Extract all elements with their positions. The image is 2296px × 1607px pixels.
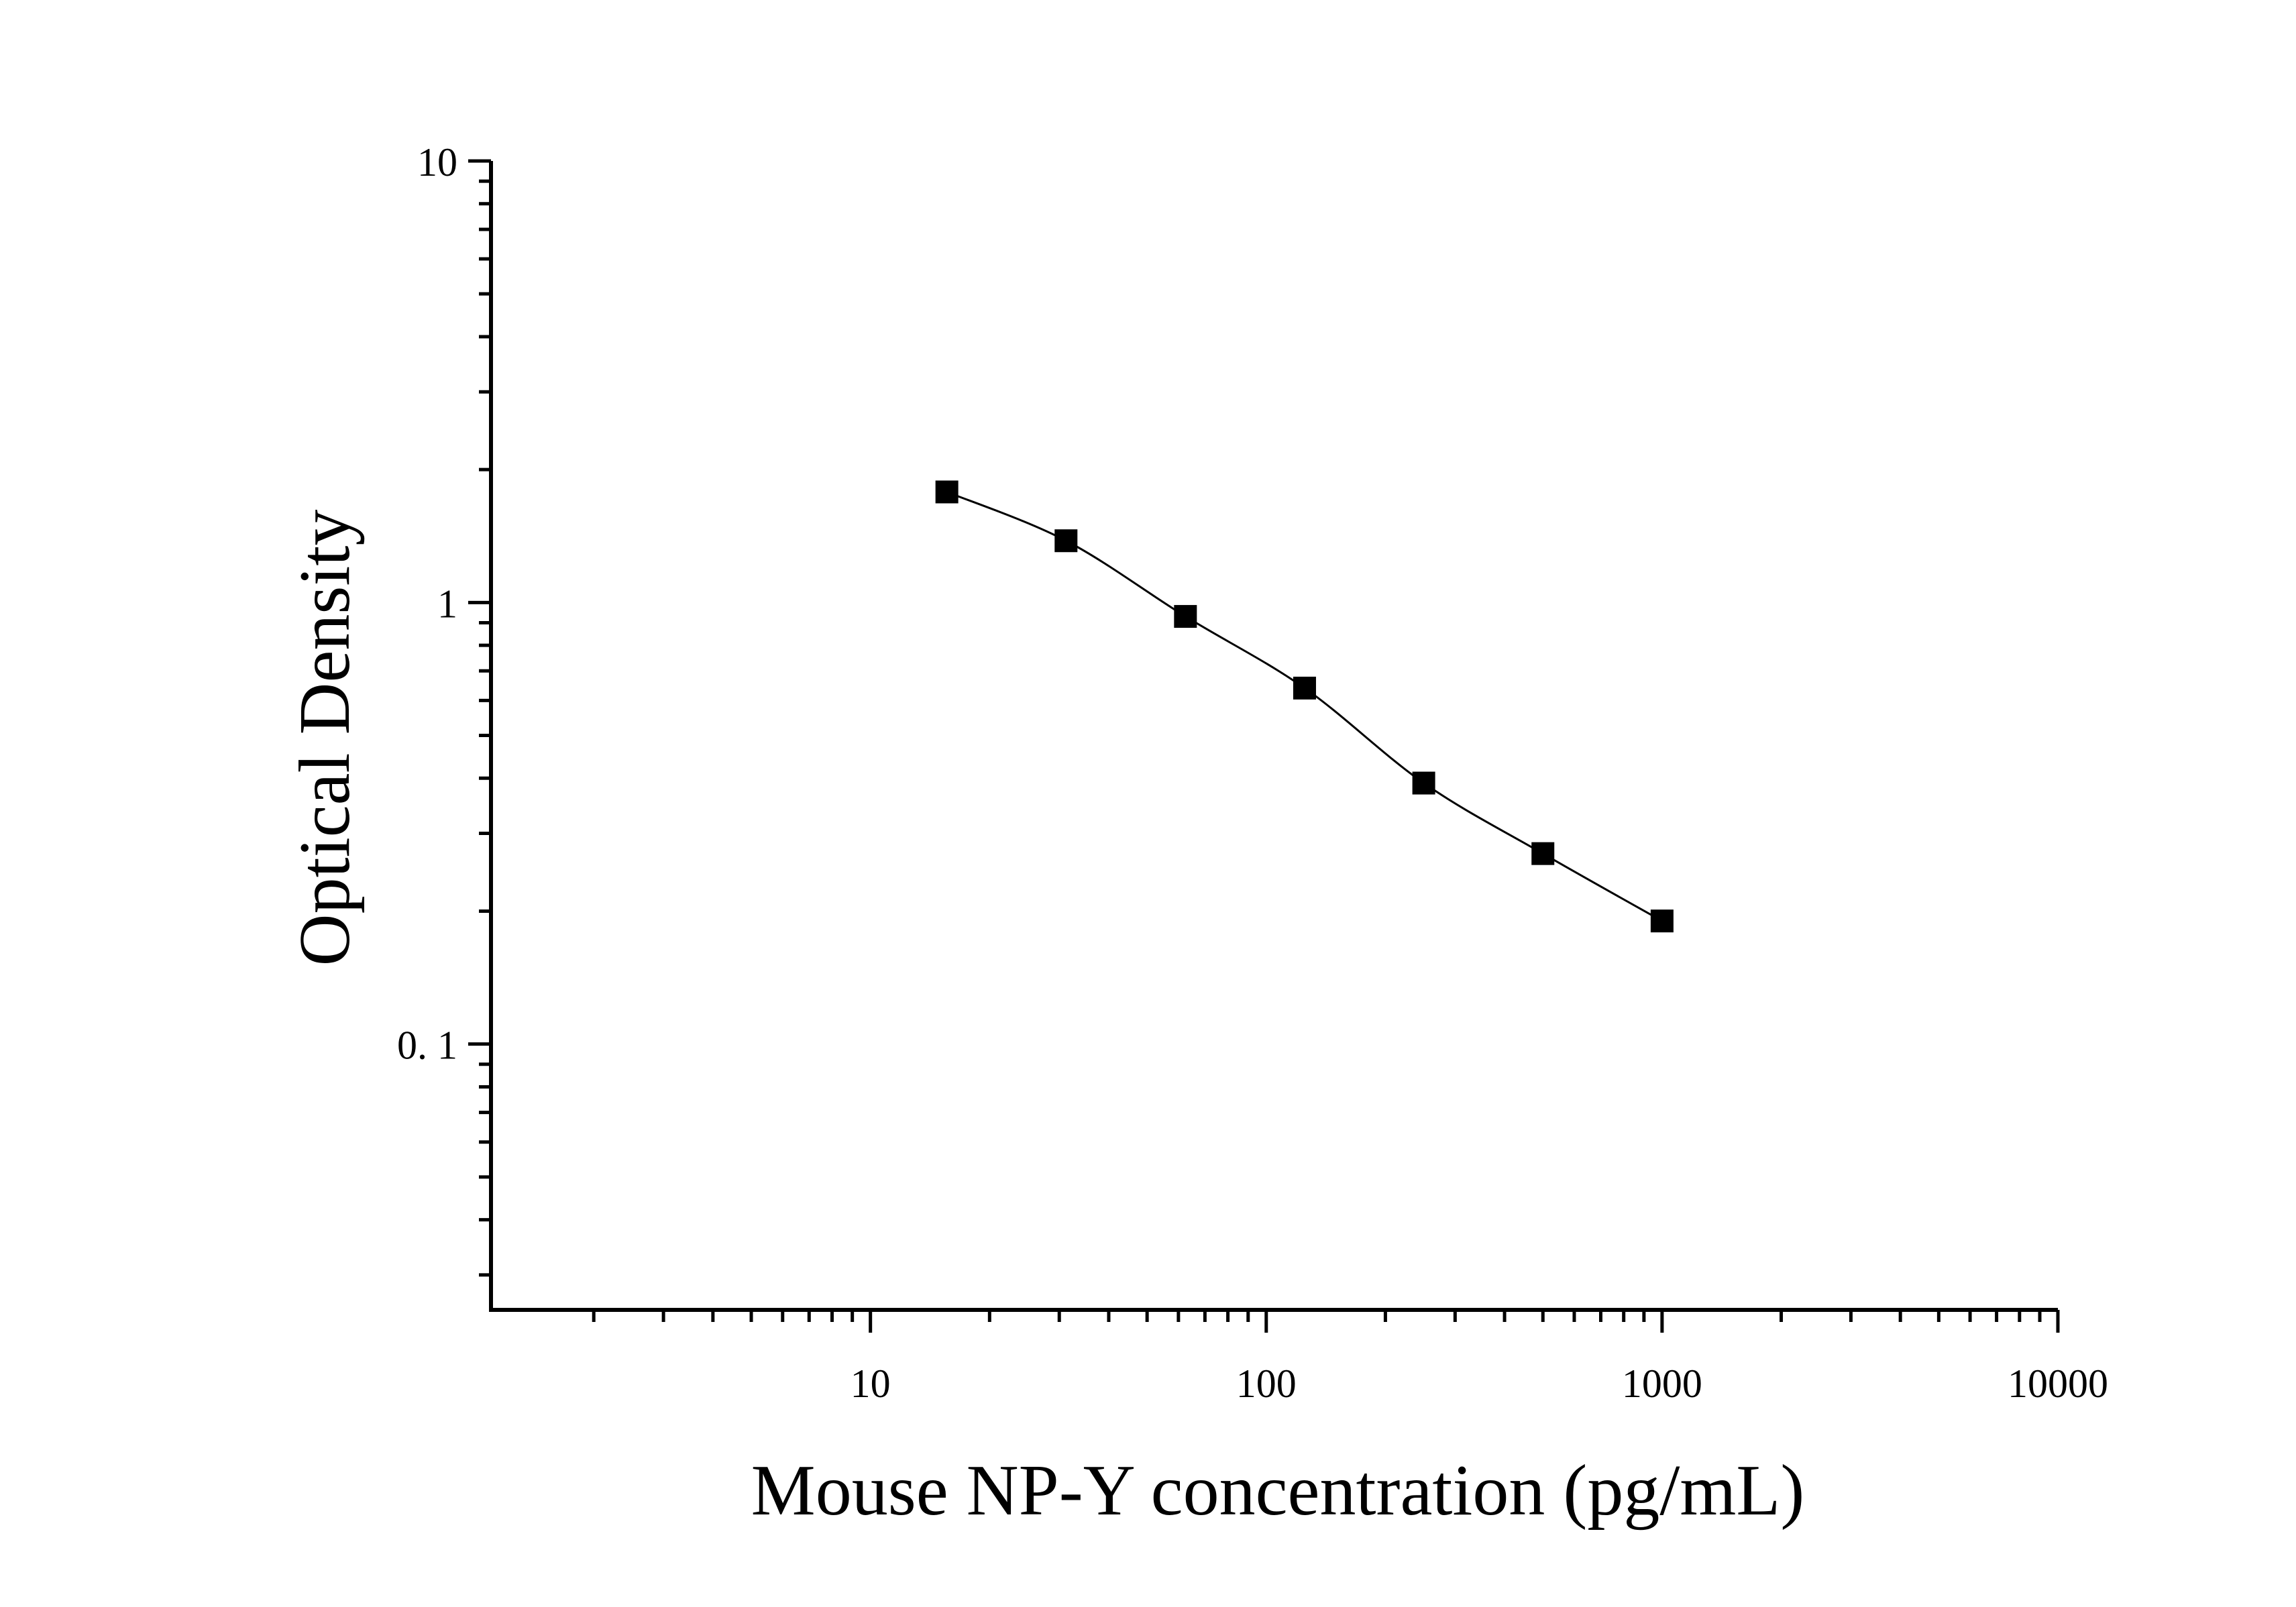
data-point-marker: [935, 480, 959, 504]
x-tick-label: 10000: [2008, 1362, 2108, 1406]
y-tick-labels: 10 1 0. 1: [397, 140, 457, 1068]
x-tick-label: 10: [851, 1362, 891, 1406]
data-point-marker: [1531, 842, 1555, 865]
x-tick-label: 100: [1236, 1362, 1297, 1406]
y-tick-label: 0. 1: [397, 1023, 457, 1068]
y-tick-label: 1: [437, 581, 457, 626]
x-tick-label: 1000: [1622, 1362, 1702, 1406]
data-markers: [935, 480, 1674, 933]
fit-curve: [946, 491, 1663, 922]
x-ticks: [592, 1310, 2060, 1333]
x-axis-title: Mouse NP-Y concentration (pg/mL): [751, 1451, 1805, 1531]
data-point-marker: [1054, 529, 1078, 553]
x-tick-labels: 10 100 1000 10000: [851, 1362, 2108, 1406]
data-point-marker: [1174, 605, 1197, 628]
data-point-marker: [1650, 909, 1674, 933]
y-axis-title: Optical Density: [285, 510, 365, 966]
y-tick-label: 10: [417, 140, 457, 184]
axes: [489, 161, 2058, 1312]
data-point-marker: [1293, 676, 1316, 700]
y-ticks: [468, 159, 491, 1277]
data-point-marker: [1412, 771, 1435, 795]
